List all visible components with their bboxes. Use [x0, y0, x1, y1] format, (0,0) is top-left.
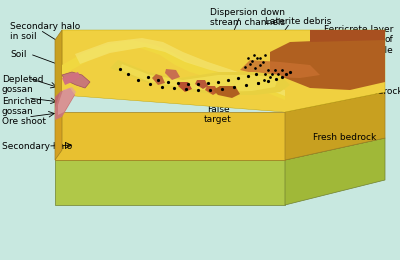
Polygon shape	[285, 138, 385, 205]
Text: Weathered bedrock: Weathered bedrock	[314, 88, 400, 96]
Polygon shape	[110, 60, 290, 95]
Polygon shape	[62, 72, 90, 88]
Polygon shape	[55, 95, 62, 160]
Text: Fresh bedrock: Fresh bedrock	[313, 133, 377, 142]
Text: Secondary halo: Secondary halo	[2, 142, 72, 151]
Polygon shape	[195, 80, 208, 89]
Text: Secondary halo
in soil: Secondary halo in soil	[10, 22, 80, 41]
Polygon shape	[120, 64, 278, 92]
Polygon shape	[55, 112, 285, 160]
Polygon shape	[62, 72, 80, 85]
Text: Depleted
gossan: Depleted gossan	[2, 75, 44, 94]
Text: Ferricrete layer
of
laterite profile: Ferricrete layer of laterite profile	[324, 25, 393, 55]
Text: Enriched
gossan: Enriched gossan	[2, 97, 42, 116]
Polygon shape	[165, 69, 180, 80]
Polygon shape	[55, 88, 75, 120]
Text: Dispersion down
stream channels: Dispersion down stream channels	[210, 8, 286, 27]
Text: Ore shoot: Ore shoot	[2, 117, 46, 126]
Text: Soil: Soil	[10, 50, 26, 59]
Polygon shape	[75, 38, 285, 96]
Polygon shape	[55, 90, 68, 110]
Polygon shape	[310, 30, 385, 42]
Polygon shape	[178, 82, 192, 92]
Polygon shape	[285, 92, 385, 160]
Polygon shape	[55, 138, 385, 160]
Polygon shape	[55, 160, 285, 205]
Polygon shape	[213, 86, 240, 98]
Polygon shape	[340, 30, 385, 50]
Polygon shape	[205, 86, 218, 95]
Polygon shape	[240, 60, 320, 78]
Text: Gossans: Gossans	[166, 43, 204, 53]
Polygon shape	[152, 74, 165, 85]
Polygon shape	[58, 87, 76, 115]
Polygon shape	[62, 45, 285, 112]
Text: False
target: False target	[204, 105, 232, 124]
Text: Laterite debris: Laterite debris	[265, 17, 331, 26]
Polygon shape	[62, 30, 385, 112]
Polygon shape	[62, 40, 285, 100]
Polygon shape	[55, 30, 62, 112]
Polygon shape	[270, 40, 385, 90]
